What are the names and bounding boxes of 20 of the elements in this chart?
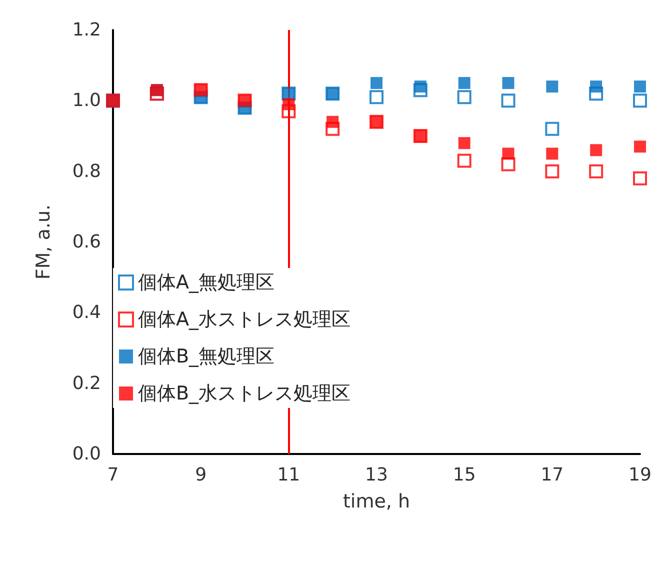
x-tick-label: 7 xyxy=(107,464,119,486)
legend-label: 個体A_水ストレス処理区 xyxy=(138,308,350,330)
y-tick-label: 0.8 xyxy=(72,160,101,182)
y-axis-title: FM, a.u. xyxy=(32,204,54,280)
y-tick-label: 1.0 xyxy=(72,90,101,112)
legend-label: 個体B_水ストレス処理区 xyxy=(138,382,351,404)
x-axis-title: time, h xyxy=(342,490,410,512)
y-tick-label: 0.4 xyxy=(72,302,101,324)
x-tick-label: 13 xyxy=(365,464,388,486)
y-tick-label: 0.0 xyxy=(72,444,101,464)
legend-label: 個体B_無処理区 xyxy=(138,346,275,368)
x-tick-label: 15 xyxy=(452,464,476,486)
x-tick-label: 9 xyxy=(195,464,207,486)
x-tick-label: 19 xyxy=(628,464,652,486)
y-tick-label: 0.2 xyxy=(72,372,101,394)
y-tick-label: 0.6 xyxy=(72,232,101,252)
legend-label: 個体A_無処理区 xyxy=(138,272,274,294)
y-tick-label: 1.2 xyxy=(72,20,101,40)
x-tick-label: 11 xyxy=(277,464,300,486)
x-tick-label: 17 xyxy=(540,464,564,486)
